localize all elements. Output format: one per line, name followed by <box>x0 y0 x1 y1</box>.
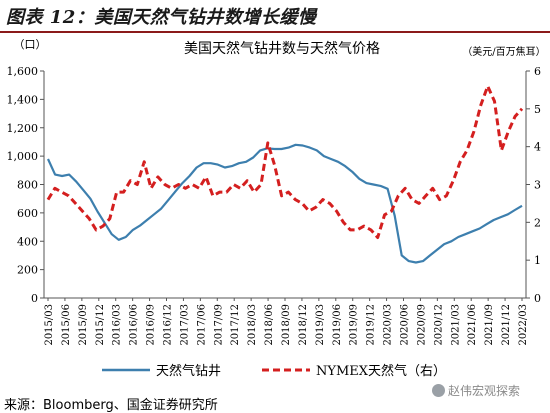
y-right-tick-label: 3 <box>534 179 541 192</box>
y-left-tick-label: 1,000 <box>7 150 39 163</box>
title-divider <box>0 31 550 33</box>
right-axis-unit: （美元/百万焦耳） <box>462 45 545 58</box>
x-tick-label: 2021/06 <box>467 304 478 346</box>
wechat-icon <box>432 384 445 397</box>
y-left-tick-label: 800 <box>17 179 38 192</box>
x-tick-label: 2021/03 <box>450 304 461 346</box>
watermark-text: 赵伟宏观探索 <box>448 384 521 398</box>
y-right-tick-label: 0 <box>534 292 541 305</box>
y-left-tick-label: 0 <box>31 292 38 305</box>
x-tick-label: 2019/03 <box>315 304 326 346</box>
x-tick-label: 2020/09 <box>416 304 427 346</box>
y-left-tick-label: 1,400 <box>7 93 39 106</box>
y-left-tick-label: 600 <box>17 207 38 220</box>
y-left-tick-label: 400 <box>17 235 38 248</box>
x-tick-label: 2019/06 <box>332 304 343 346</box>
y-left-tick-label: 200 <box>17 264 38 277</box>
x-tick-label: 2015/12 <box>95 304 106 346</box>
x-tick-label: 2016/09 <box>146 304 157 346</box>
legend: 天然气钻井 NYMEX天然气（右） <box>102 363 446 379</box>
x-tick-label: 2018/03 <box>247 304 258 346</box>
y-left-tick-label: 1,200 <box>7 122 39 135</box>
y-right-tick-label: 6 <box>534 65 541 78</box>
legend-label-rig: 天然气钻井 <box>156 363 221 379</box>
series-line-nymex-gas <box>46 84 524 239</box>
y-right-tick-label: 4 <box>534 141 541 154</box>
x-tick-label: 2020/06 <box>400 304 411 346</box>
y-right-tick-label: 5 <box>534 103 541 116</box>
left-axis-unit: （口） <box>14 38 47 51</box>
y-left-tick-label: 1,600 <box>7 65 39 78</box>
x-tick-label: 2017/03 <box>179 304 190 346</box>
chart-title: 美国天然气钻井数与天然气价格 <box>184 40 380 57</box>
x-tick-label: 2015/06 <box>61 304 72 346</box>
x-tick-label: 2016/12 <box>163 304 174 346</box>
x-tick-label: 2018/09 <box>281 304 292 346</box>
series-line-rig-count <box>46 143 523 264</box>
x-tick-label: 2019/12 <box>366 304 377 346</box>
plot-area <box>46 84 524 264</box>
x-tick-label: 2017/06 <box>196 304 207 346</box>
y-right-tick-label: 2 <box>534 216 541 229</box>
x-tick-label: 2020/03 <box>383 304 394 346</box>
x-tick-label: 2020/12 <box>433 304 444 346</box>
x-tick-label: 2016/06 <box>129 304 140 346</box>
chart: 美国天然气钻井数与天然气价格 （口） （美元/百万焦耳） 0 200 400 600 8… <box>7 38 546 379</box>
x-tick-label: 2016/03 <box>112 304 123 346</box>
x-tick-label: 2019/09 <box>349 304 360 346</box>
x-tick-label: 2017/12 <box>230 304 241 346</box>
y-right-tick-label: 1 <box>534 254 541 267</box>
x-tick-label: 2021/09 <box>484 304 495 346</box>
x-tick-label: 2021/12 <box>501 304 512 346</box>
figure-title: 图表 12：美国天然气钻井数增长缓慢 <box>6 7 317 28</box>
axes: 0 200 400 600 800 1,000 1,200 1,400 1,600 0 1 2 3 4 5 6… <box>7 65 542 346</box>
x-tick-label: 2015/03 <box>44 304 55 346</box>
x-tick-label: 2015/09 <box>78 304 89 346</box>
watermark: 赵伟宏观探索 <box>432 382 520 399</box>
x-tick-label: 2018/12 <box>298 304 309 346</box>
x-tick-label: 2017/09 <box>213 304 224 346</box>
legend-label-gas: NYMEX天然气（右） <box>316 363 446 379</box>
source-note: 来源：Bloomberg、国金证券研究所 <box>4 398 218 413</box>
x-tick-label: 2018/06 <box>264 304 275 346</box>
x-tick-label: 2022/03 <box>518 304 529 346</box>
